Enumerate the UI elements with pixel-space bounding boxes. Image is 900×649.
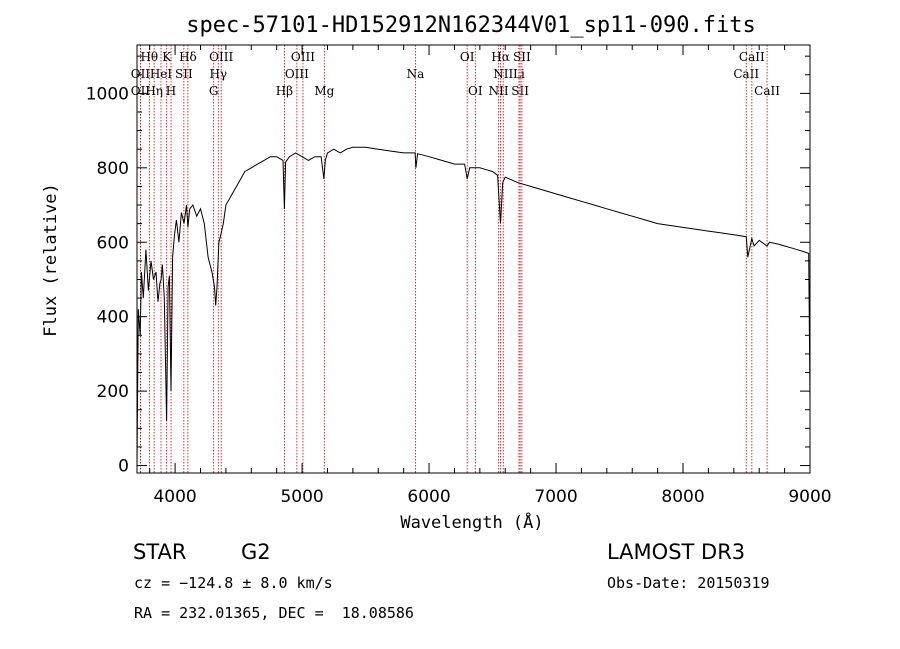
line-label: OIII <box>291 50 315 64</box>
line-label: SII <box>511 84 529 98</box>
y-tick-label: 600 <box>97 233 129 253</box>
x-tick-label: 7000 <box>534 487 577 507</box>
line-label: Hα <box>491 50 510 64</box>
y-tick-label: 1000 <box>86 84 129 104</box>
chart-title: spec-57101-HD152912N162344V01_sp11-090.f… <box>186 13 756 38</box>
spectrum-chart: spec-57101-HD152912N162344V01_sp11-090.f… <box>41 13 832 533</box>
line-label: OIII <box>209 50 233 64</box>
line-label: H <box>166 84 176 98</box>
line-label: OII <box>131 84 151 98</box>
survey-name: LAMOST DR3 <box>607 540 746 564</box>
line-label: Mg <box>314 84 334 98</box>
line-label: OI <box>468 84 483 98</box>
object-class: STAR <box>133 540 187 564</box>
object-subclass: G2 <box>241 540 271 564</box>
x-tick-label: 6000 <box>407 487 450 507</box>
line-label: OI <box>460 50 475 64</box>
line-label: Hβ <box>276 84 293 98</box>
line-label: SII <box>513 50 531 64</box>
line-label: Hδ <box>179 50 197 64</box>
line-label: Na <box>407 67 425 81</box>
line-label: OIII <box>285 67 309 81</box>
line-label: CaII <box>733 67 759 81</box>
redshift-readout: cz = −124.8 ± 8.0 km/s <box>134 574 333 592</box>
line-label: K <box>162 50 172 64</box>
y-axis: 0 200 400 600 800 1000 <box>86 55 810 477</box>
x-tick-label: 4000 <box>153 487 196 507</box>
x-axis: 4000 5000 6000 7000 8000 9000 <box>149 45 832 507</box>
x-tick-label: 8000 <box>661 487 704 507</box>
line-label: Hη <box>145 84 163 98</box>
spectrum-line <box>136 146 811 466</box>
x-tick-label: 5000 <box>280 487 323 507</box>
coordinates: RA = 232.01365, DEC = 18.08586 <box>134 604 414 622</box>
y-tick-label: 800 <box>97 159 129 179</box>
line-label: NII <box>493 67 513 81</box>
line-label: CaII <box>754 84 780 98</box>
x-axis-label: Wavelength (Å) <box>400 511 543 533</box>
line-label: CaII <box>739 50 765 64</box>
line-label: G <box>209 84 219 98</box>
plot-frame <box>136 44 811 474</box>
line-label: OII <box>131 67 151 81</box>
observation-date: Obs-Date: 20150319 <box>607 574 770 592</box>
y-tick-label: 0 <box>118 457 129 477</box>
line-label: NII <box>489 84 509 98</box>
line-label: Hγ <box>209 67 227 81</box>
y-tick-label: 400 <box>97 308 129 328</box>
y-axis-label: Flux (relative) <box>41 183 61 337</box>
line-label: SII <box>175 67 193 81</box>
x-tick-label: 9000 <box>788 487 831 507</box>
spectral-line-markers: OII OII Hθ Hη HeI K H SII Hδ OIII Hγ G Hβ OIII OIII Mg N… <box>131 45 780 473</box>
line-label: HeI <box>150 67 173 81</box>
line-label: Hθ <box>140 50 158 64</box>
line-label: Li <box>513 67 525 81</box>
y-tick-label: 200 <box>97 382 129 402</box>
